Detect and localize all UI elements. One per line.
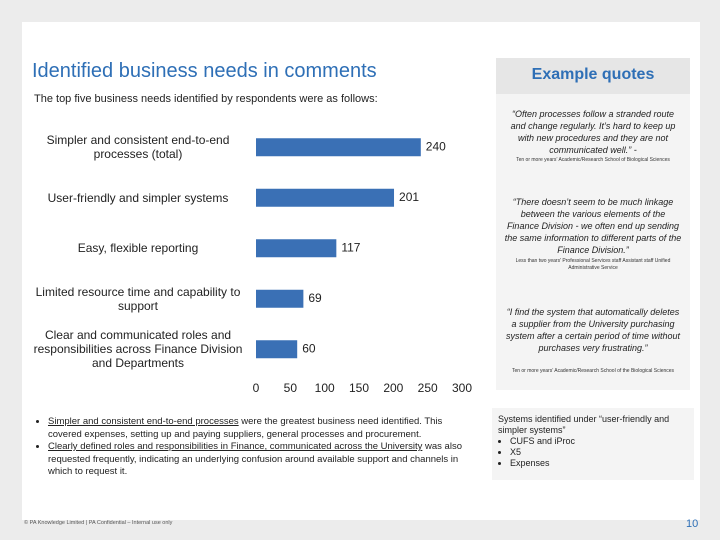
title: Identified business needs in comments [32, 60, 377, 82]
bullets: Simpler and consistent end-to-end proces… [36, 416, 476, 479]
quote: “There doesn’t seem to be much linkage b… [504, 197, 682, 255]
quote-source: Less than two years' Professional Servic… [515, 258, 671, 271]
data-label: 240 [426, 139, 446, 153]
x-tick-label: 300 [452, 381, 472, 395]
y-tick-label: Limited resource time and capability to … [35, 284, 241, 313]
systems: Systems identified under “user-friendly … [498, 414, 688, 469]
data-label: 60 [302, 341, 316, 355]
bar [256, 138, 421, 157]
bullet-underlined: Clearly defined roles and responsibiliti… [48, 441, 423, 452]
bullet-text: was also requested frequently, indicatin… [48, 441, 462, 477]
bar [256, 289, 304, 308]
system-item: Expenses [510, 458, 688, 469]
x-tick-label: 0 [253, 381, 260, 395]
quote-source: Ten or more years’ Academic/Research Sch… [516, 157, 670, 163]
quote: “Often processes follow a stranded route… [510, 109, 676, 155]
data-label: 117 [341, 240, 360, 254]
system-item: X5 [510, 447, 688, 458]
system-item: CUFS and iProc [510, 436, 688, 447]
y-tick-label: Simpler and consistent end-to-end proces… [46, 133, 230, 162]
y-tick-label: Easy, flexible reporting [77, 241, 199, 256]
bar [256, 188, 395, 207]
bar [256, 340, 298, 359]
bullet-text: were the greatest business need identifi… [48, 416, 443, 440]
quotes-header-box [496, 58, 690, 94]
subtitle: The top five business needs identified b… [34, 93, 378, 105]
bar [256, 239, 337, 258]
systems-heading: Systems identified under “user-friendly … [498, 414, 670, 435]
y-tick-label: Clear and communicated roles and respons… [33, 328, 243, 371]
bullet: Clearly defined roles and responsibiliti… [48, 441, 476, 479]
bullet: Simpler and consistent end-to-end proces… [48, 416, 476, 441]
quotes-box [496, 94, 690, 390]
y-tick-label: User-friendly and simpler systems [47, 190, 229, 205]
x-tick-label: 100 [315, 381, 335, 395]
systems-box [492, 408, 694, 480]
data-label: 69 [308, 291, 322, 305]
x-tick-label: 200 [383, 381, 403, 395]
bullet-underlined: Simpler and consistent end-to-end proces… [48, 416, 239, 427]
x-tick-label: 150 [349, 381, 369, 395]
page-number: 10 [686, 518, 699, 530]
quote-source: Ten or more years’ Academic/Research Sch… [511, 368, 675, 374]
data-label: 201 [399, 190, 419, 204]
footer: © PA Knowledge Limited | PA Confidential… [24, 520, 173, 526]
quotes-header: Example quotes [531, 66, 655, 83]
x-tick-label: 250 [418, 381, 438, 395]
quote: “I find the system that automatically de… [505, 307, 681, 353]
x-tick-label: 50 [284, 381, 298, 395]
